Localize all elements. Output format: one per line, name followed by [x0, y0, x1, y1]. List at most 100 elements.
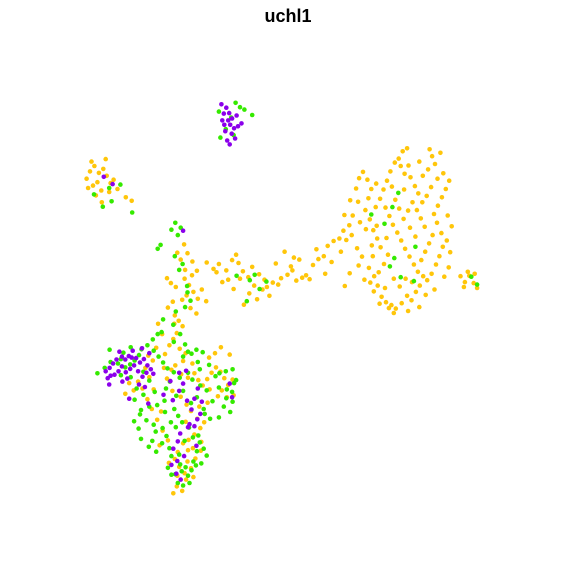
data-point — [185, 447, 191, 453]
data-point — [87, 169, 93, 174]
data-point — [180, 228, 186, 233]
data-point — [185, 375, 191, 381]
data-point — [249, 264, 255, 270]
data-point — [156, 354, 161, 359]
data-point — [181, 453, 187, 459]
data-point — [169, 227, 174, 232]
data-point — [134, 386, 139, 391]
data-point — [387, 264, 393, 269]
data-point — [141, 356, 147, 362]
data-point — [366, 196, 371, 201]
data-point — [144, 370, 149, 376]
data-point — [171, 491, 176, 496]
data-point — [344, 237, 349, 243]
data-point — [218, 345, 224, 350]
data-point — [115, 186, 120, 192]
data-point — [197, 367, 203, 372]
data-point — [176, 267, 182, 273]
data-point — [435, 176, 440, 181]
data-point — [199, 399, 205, 405]
data-point — [220, 279, 225, 285]
data-point — [356, 175, 362, 181]
data-point — [462, 279, 468, 285]
data-point — [177, 462, 183, 467]
data-point — [191, 289, 196, 295]
data-point — [355, 199, 361, 205]
data-point — [367, 217, 373, 222]
data-point — [239, 121, 244, 126]
data-point — [146, 401, 151, 406]
data-point — [131, 419, 137, 424]
data-point — [136, 352, 142, 358]
data-point — [85, 185, 91, 191]
data-point — [89, 159, 94, 164]
data-point — [180, 354, 186, 359]
data-point — [163, 386, 169, 391]
data-point — [347, 223, 352, 228]
data-point — [386, 305, 392, 311]
data-point — [153, 429, 158, 434]
data-point — [368, 280, 373, 285]
data-point — [402, 246, 408, 252]
data-point — [218, 135, 223, 140]
data-point — [183, 368, 189, 374]
data-point — [173, 220, 178, 226]
data-point — [420, 200, 425, 205]
data-point — [216, 109, 222, 114]
data-point — [101, 174, 107, 180]
data-point — [177, 346, 182, 352]
data-point — [182, 304, 188, 310]
data-point — [189, 407, 194, 412]
data-point — [199, 461, 204, 466]
data-point — [240, 269, 246, 274]
data-point — [420, 273, 426, 279]
data-point — [398, 238, 404, 243]
data-point — [147, 350, 152, 356]
data-point — [390, 204, 395, 210]
data-point — [119, 354, 125, 359]
data-point — [201, 406, 206, 412]
data-point — [431, 211, 437, 217]
data-point — [438, 150, 443, 156]
data-point — [110, 361, 116, 366]
data-point — [129, 198, 134, 204]
data-point — [267, 293, 272, 299]
data-point — [474, 285, 480, 291]
data-point — [103, 369, 108, 374]
data-point — [185, 459, 190, 464]
data-point — [414, 207, 420, 213]
data-point — [179, 469, 184, 474]
data-point — [363, 226, 369, 232]
data-point — [190, 259, 195, 264]
data-point — [137, 360, 143, 365]
data-point — [220, 118, 225, 123]
data-point — [183, 477, 189, 482]
data-point — [147, 374, 152, 380]
data-point — [227, 352, 232, 357]
data-point — [219, 388, 225, 393]
data-point — [432, 161, 438, 167]
data-point — [439, 230, 444, 236]
data-point — [182, 267, 188, 273]
data-point — [190, 435, 196, 440]
data-point — [316, 256, 321, 262]
data-point — [178, 394, 183, 400]
data-point — [151, 348, 156, 354]
data-point — [161, 365, 167, 371]
data-point — [221, 404, 227, 409]
data-point — [254, 297, 260, 302]
data-point — [192, 396, 197, 402]
data-point — [264, 279, 269, 284]
data-point — [118, 372, 124, 378]
data-point — [164, 275, 170, 281]
data-point — [458, 273, 463, 279]
data-point — [369, 186, 374, 192]
data-point — [192, 423, 197, 429]
data-point — [224, 105, 229, 110]
data-point — [165, 438, 171, 443]
data-point — [178, 257, 183, 262]
data-point — [251, 283, 257, 288]
data-point — [181, 242, 187, 247]
data-point — [227, 381, 232, 386]
data-point — [379, 294, 384, 300]
